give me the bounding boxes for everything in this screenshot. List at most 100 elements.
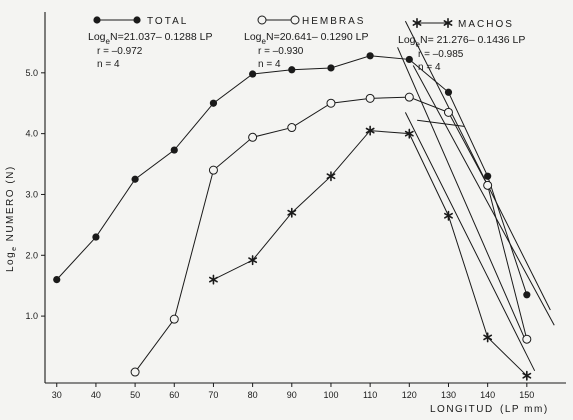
- x-tick-label: 120: [402, 390, 417, 400]
- point-total: [405, 55, 413, 64]
- legend-star-icon: [412, 17, 422, 29]
- point-machos: [404, 128, 414, 139]
- point-total: [523, 291, 531, 299]
- legend-machos-marker-right: [443, 17, 453, 29]
- point-hembras: [326, 98, 336, 108]
- point-hembras: [208, 165, 218, 175]
- x-tick-label: 60: [169, 390, 179, 400]
- point-total: [444, 88, 453, 96]
- x-tick-label: 50: [130, 390, 140, 400]
- legend-machos-eq-main: N= 21.276– 0.1436 LP: [420, 34, 525, 46]
- legend-hembras-n: n = 4: [258, 59, 281, 70]
- series-layer: [53, 52, 532, 381]
- legend-hembras-eq-main: N=20.641– 0.1290 LP: [266, 31, 368, 43]
- y-ticks: 1.0 2.0 3.0 4.0 5.0: [25, 68, 45, 321]
- x-tick-label: 150: [519, 390, 534, 400]
- x-tick-label: 100: [323, 390, 338, 400]
- point-total: [170, 146, 178, 154]
- x-tick-label: 30: [52, 390, 62, 400]
- axes: [44, 12, 566, 384]
- series-total: [53, 52, 531, 299]
- point-machos: [522, 370, 532, 381]
- legend-total-eq-prefix: Log: [88, 31, 106, 43]
- point-hembras: [248, 132, 258, 142]
- y-tick-label: 2.0: [25, 250, 38, 260]
- legend-hembras: HEMBRAS LogeN=20.641– 0.1290 LP r = –0.9…: [244, 15, 368, 70]
- legend-hembras-marker-left: [257, 15, 267, 25]
- point-total: [484, 172, 492, 180]
- point-total: [53, 276, 61, 284]
- series-hembras: [130, 92, 532, 377]
- point-total: [209, 99, 218, 107]
- point-machos: [209, 274, 218, 285]
- series-line-total: [56, 55, 528, 295]
- x-tick-label: 40: [91, 390, 101, 400]
- legend-machos: MACHOS LogeN= 21.276– 0.1436 LP r = –0.9…: [398, 17, 525, 73]
- point-hembras: [483, 180, 493, 190]
- y-tick-label: 5.0: [25, 68, 38, 78]
- legend-total-marker-left: [93, 16, 101, 24]
- legend-total-equation: LogeN=21.037– 0.1288 LP: [88, 31, 212, 46]
- point-hembras: [522, 334, 532, 344]
- regression-lines: [397, 20, 555, 372]
- point-hembras: [443, 107, 453, 117]
- x-tick-label: 130: [441, 390, 456, 400]
- point-machos: [287, 207, 297, 218]
- series-line-machos: [213, 130, 528, 377]
- legend-total-r: r = –0.972: [97, 46, 143, 57]
- point-hembras: [287, 123, 297, 133]
- x-ticks: 30 40 50 60 70 80 90 100 110 120 130 140 150: [52, 383, 534, 400]
- series-line-hembras: [134, 96, 528, 373]
- point-hembras: [130, 367, 140, 377]
- point-total: [92, 233, 100, 241]
- point-total: [288, 66, 296, 74]
- x-tick-label: 80: [248, 390, 258, 400]
- legend-total-eq-main: N=21.037– 0.1288 LP: [110, 31, 212, 43]
- y-axis-label: Loge NUMERO (N): [5, 165, 18, 272]
- legend-total: TOTAL LogeN=21.037– 0.1288 LP r = –0.972…: [88, 16, 212, 70]
- regression-line: [417, 119, 465, 127]
- point-total: [366, 52, 374, 60]
- legend-total-eq-sub: e: [106, 37, 111, 46]
- y-tick-label: 1.0: [25, 311, 38, 321]
- regression-line: [404, 20, 551, 311]
- point-machos: [483, 332, 493, 343]
- point-total: [131, 175, 139, 183]
- legend-hembras-title: HEMBRAS: [302, 16, 365, 27]
- point-machos: [444, 210, 453, 221]
- y-axis-label-group: Loge NUMERO (N): [5, 165, 18, 272]
- y-axis-label-prefix: Log: [5, 251, 16, 272]
- point-machos: [326, 171, 336, 182]
- series-machos: [209, 125, 532, 381]
- legend-machos-eq-prefix: Log: [398, 34, 416, 46]
- legend-star-icon: [443, 17, 453, 29]
- legend-total-title: TOTAL: [147, 16, 188, 27]
- regression-line: [397, 47, 528, 344]
- legend-hembras-r: r = –0.930: [258, 46, 304, 57]
- y-tick-label: 3.0: [25, 189, 38, 199]
- legend-hembras-marker-right: [290, 15, 300, 25]
- legend-total-marker-right: [133, 16, 141, 24]
- x-axis-label: LONGITUD: [430, 404, 494, 415]
- legend-machos-marker-left: [412, 17, 422, 29]
- x-tick-label: 140: [480, 390, 495, 400]
- x-tick-label: 70: [208, 390, 218, 400]
- legend-machos-n: n = 4: [418, 62, 441, 73]
- x-axis-unit: (LP mm): [500, 404, 549, 415]
- regression-line: [404, 112, 536, 372]
- legend-hembras-eq-prefix: Log: [244, 31, 262, 43]
- legend-hembras-equation: LogeN=20.641– 0.1290 LP: [244, 31, 368, 46]
- legend-machos-title: MACHOS: [458, 19, 514, 30]
- legend-total-n: n = 4: [97, 59, 120, 70]
- legend-machos-r: r = –0.985: [418, 49, 464, 60]
- point-hembras: [169, 314, 179, 324]
- point-hembras: [365, 93, 375, 103]
- legend-machos-equation: LogeN= 21.276– 0.1436 LP: [398, 34, 525, 49]
- y-tick-label: 4.0: [25, 129, 38, 139]
- point-machos: [248, 255, 258, 266]
- legend-machos-eq-sub: e: [416, 40, 421, 49]
- y-axis-label-sub: e: [11, 245, 18, 250]
- x-tick-label: 110: [363, 390, 377, 400]
- regression-line: [412, 65, 555, 326]
